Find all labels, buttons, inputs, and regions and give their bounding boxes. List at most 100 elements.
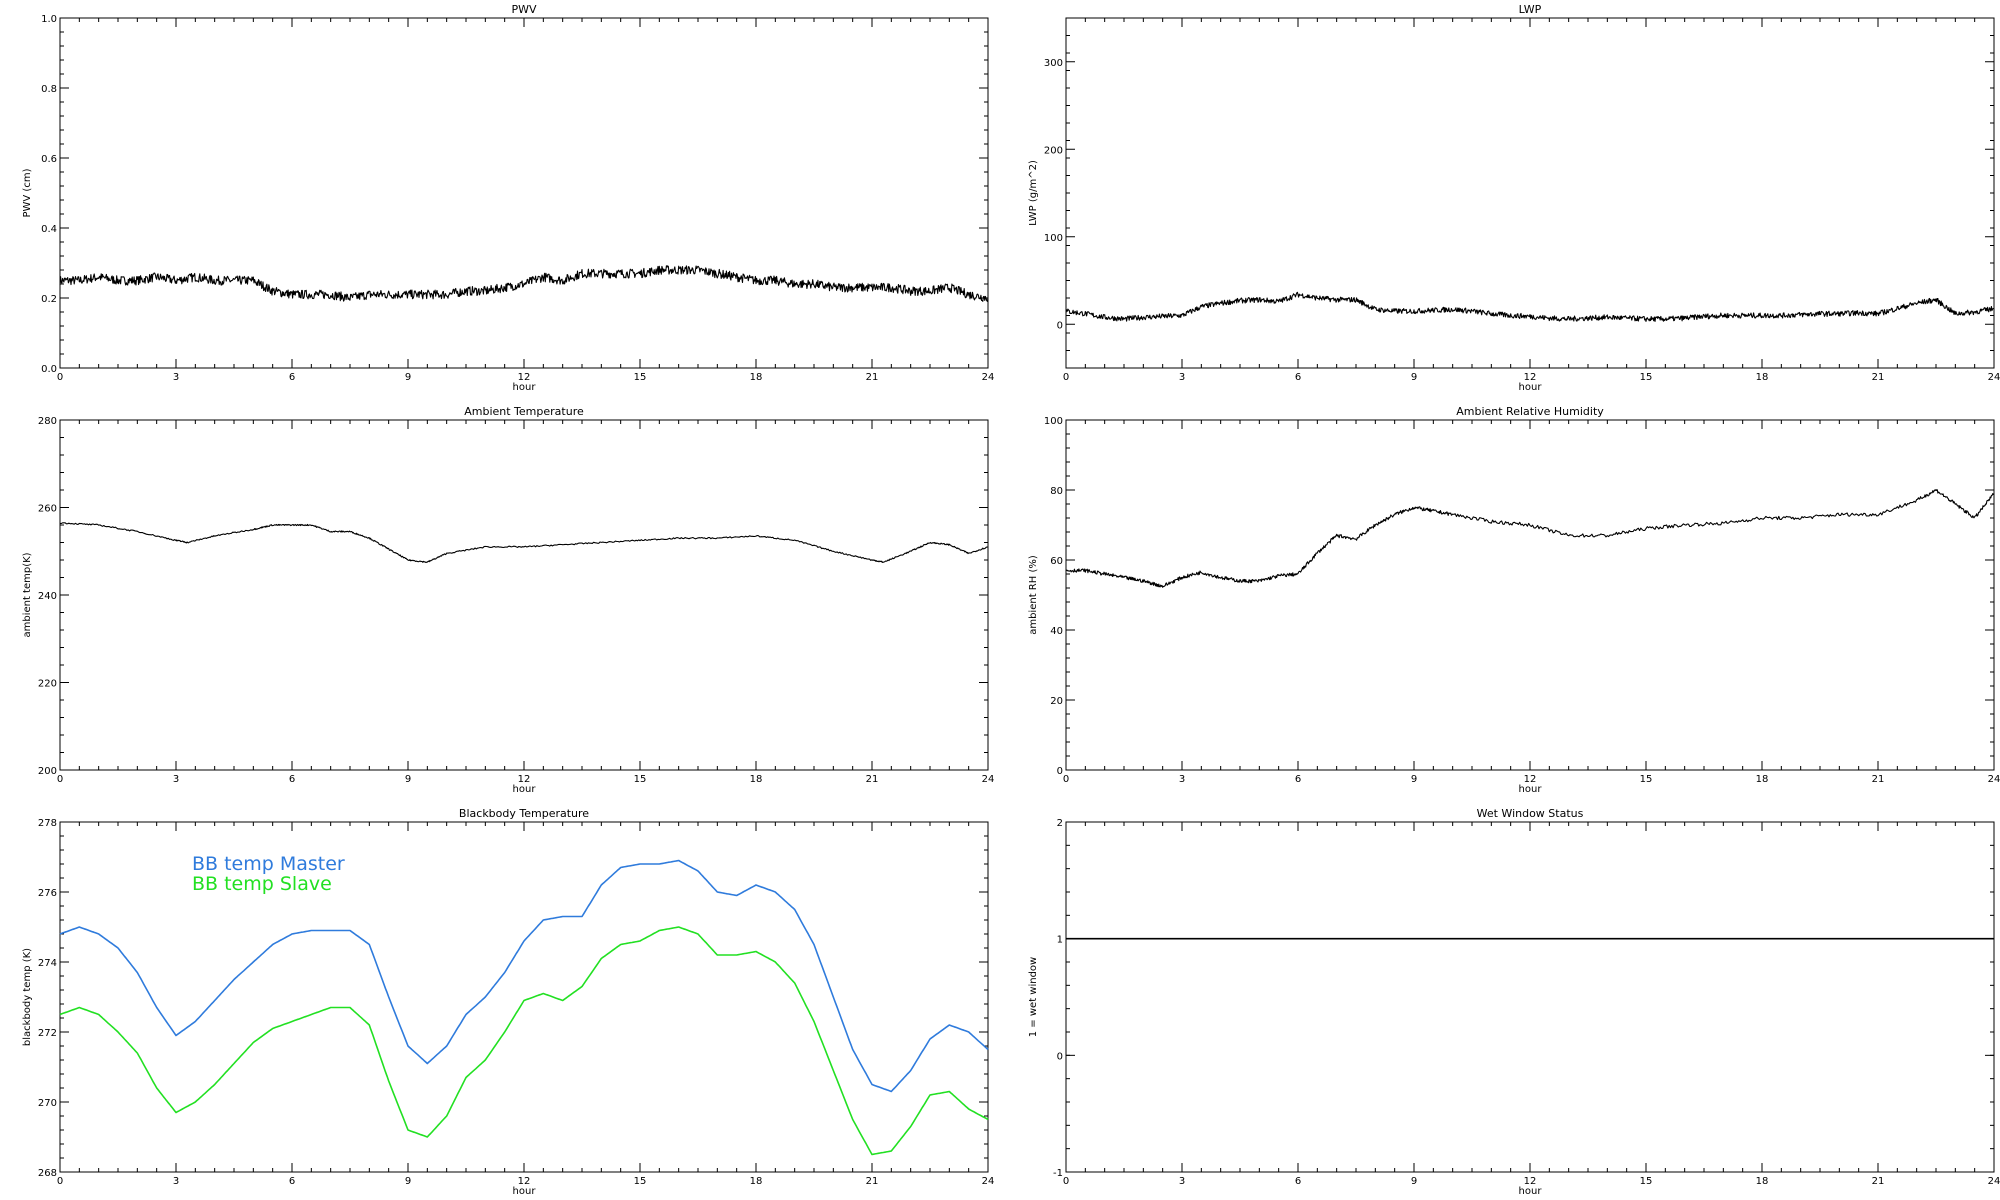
y-tick-label: 0 (1057, 320, 1063, 331)
x-tick-label: 6 (289, 372, 295, 383)
plot-title: Blackbody Temperature (459, 807, 589, 820)
series-line-lwp (1065, 291, 1995, 322)
y-tick-label: 276 (38, 888, 57, 899)
x-tick-label: 9 (1411, 774, 1417, 785)
x-tick-label: 15 (1640, 1176, 1653, 1187)
y-tick-label: 100 (1044, 233, 1063, 244)
y-tick-label: 40 (1050, 626, 1063, 637)
x-tick-label: 3 (1179, 1176, 1185, 1187)
y-tick-label: 0.4 (41, 224, 57, 235)
legend-entry: BB temp Slave (192, 873, 332, 895)
plot-ambient-rh: Ambient Relative Humidity 0 3 6 9 12 15 18 21 24 h… (1028, 405, 2000, 795)
y-axis-label: PWV (cm) (22, 168, 33, 217)
y-tick-label: 270 (38, 1098, 57, 1109)
x-tick-label: 15 (634, 774, 647, 785)
y-tick-label: 60 (1050, 556, 1063, 567)
y-tick-label: 268 (38, 1168, 57, 1179)
y-tick-label: 1.0 (41, 14, 57, 25)
x-tick-label: 24 (1988, 372, 2000, 383)
x-tick-label: 21 (866, 1176, 879, 1187)
x-tick-label: 18 (750, 372, 763, 383)
x-axis-label: hour (513, 382, 537, 393)
series-line-ambient-rh (1065, 489, 1995, 588)
y-tick-label: 300 (1044, 58, 1063, 69)
x-tick-label: 9 (1411, 372, 1417, 383)
x-tick-label: 0 (57, 372, 63, 383)
x-tick-label: 18 (750, 1176, 763, 1187)
x-tick-label: 0 (1063, 372, 1069, 383)
x-tick-label: 18 (1756, 1176, 1769, 1187)
x-tick-label: 15 (1640, 774, 1653, 785)
x-tick-label: 9 (405, 1176, 411, 1187)
y-tick-label: 274 (38, 958, 57, 969)
y-axis-label: 1 = wet window (1028, 957, 1039, 1037)
x-axis-label: hour (1519, 784, 1543, 795)
x-tick-label: 0 (57, 1176, 63, 1187)
x-tick-label: 12 (518, 372, 531, 383)
x-tick-label: 24 (1988, 1176, 2000, 1187)
y-tick-label: 280 (38, 416, 57, 427)
x-tick-label: 21 (1872, 774, 1885, 785)
x-tick-label: 6 (1295, 1176, 1301, 1187)
x-tick-label: 18 (1756, 372, 1769, 383)
x-tick-label: 6 (1295, 372, 1301, 383)
y-tick-label: 2 (1057, 818, 1063, 829)
x-tick-label: 24 (982, 1176, 995, 1187)
x-tick-label: 0 (57, 774, 63, 785)
y-tick-label: 200 (38, 766, 57, 777)
x-tick-label: 15 (634, 1176, 647, 1187)
x-tick-label: 3 (173, 1176, 179, 1187)
x-tick-label: 3 (1179, 774, 1185, 785)
x-tick-label: 12 (518, 1176, 531, 1187)
y-tick-label: 278 (38, 818, 57, 829)
x-tick-label: 21 (1872, 1176, 1885, 1187)
y-axis-label: blackbody temp (K) (22, 948, 33, 1046)
x-axis-label: hour (513, 784, 537, 795)
x-tick-label: 0 (1063, 774, 1069, 785)
x-axis-label: hour (1519, 382, 1543, 393)
x-tick-label: 9 (405, 774, 411, 785)
plot-title: LWP (1519, 3, 1542, 16)
x-tick-label: 12 (1524, 774, 1537, 785)
y-tick-label: 0 (1057, 766, 1063, 777)
y-axis-label: ambient RH (%) (1028, 555, 1039, 635)
x-tick-label: 12 (518, 774, 531, 785)
x-tick-label: 21 (1872, 372, 1885, 383)
x-axis-label: hour (513, 1186, 537, 1197)
y-tick-label: 80 (1050, 486, 1063, 497)
y-tick-label: -1 (1053, 1168, 1063, 1179)
plot-title: Ambient Temperature (464, 405, 584, 418)
x-tick-label: 24 (1988, 774, 2000, 785)
y-tick-label: 0 (1057, 1051, 1063, 1062)
x-axis-label: hour (1519, 1186, 1543, 1197)
plot-frame (1065, 419, 1995, 771)
y-tick-label: 220 (38, 679, 57, 690)
y-tick-label: 272 (38, 1028, 57, 1039)
plot-frame (59, 17, 989, 369)
x-tick-label: 9 (1411, 1176, 1417, 1187)
y-tick-label: 0.0 (41, 364, 57, 375)
y-axis-label: ambient temp(K) (22, 552, 33, 637)
plot-title: Wet Window Status (1477, 807, 1584, 820)
series-line-bb-temp-master (59, 859, 989, 1093)
x-tick-label: 21 (866, 372, 879, 383)
y-tick-label: 0.8 (41, 84, 57, 95)
y-tick-label: 240 (38, 591, 57, 602)
y-axis-label: LWP (g/m^2) (1028, 160, 1039, 226)
plot-lwp: LWP 0 3 6 9 12 15 18 21 24 hour 0 100 200 300 LWP (g/m^… (1028, 3, 2000, 393)
y-tick-label: 200 (1044, 145, 1063, 156)
x-tick-label: 18 (750, 774, 763, 785)
plot-title: PWV (511, 3, 537, 16)
plot-bb-temp: Blackbody Temperature 0 3 6 9 12 15 18 21 24 hour 2… (22, 807, 994, 1197)
x-tick-label: 24 (982, 774, 995, 785)
plot-ambient-temp: Ambient Temperature 0 3 6 9 12 15 18 21 24 hour 200… (22, 405, 994, 795)
series-line-bb-temp-slave (59, 926, 989, 1156)
x-tick-label: 12 (1524, 1176, 1537, 1187)
x-tick-label: 6 (1295, 774, 1301, 785)
x-tick-label: 24 (982, 372, 995, 383)
plot-title: Ambient Relative Humidity (1456, 405, 1604, 418)
plot-pwv: PWV 0 3 6 9 12 15 18 21 24 hour 0.0 0.2 0.4 0.6 0.8 1.0 P… (22, 3, 994, 393)
y-tick-label: 0.6 (41, 154, 57, 165)
